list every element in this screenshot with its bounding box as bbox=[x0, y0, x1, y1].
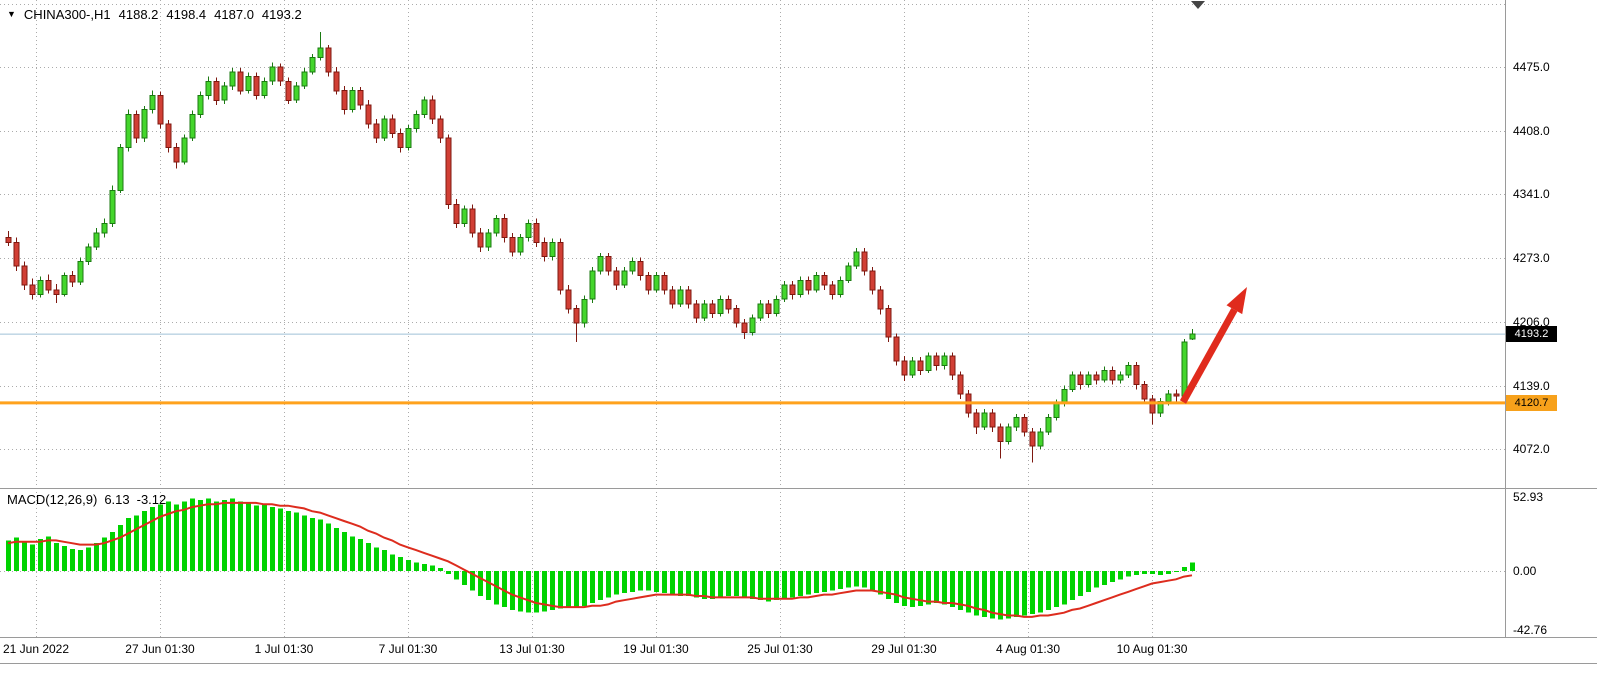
price-axis-label: 4408.0 bbox=[1513, 123, 1550, 138]
chart-menu-arrow-icon[interactable]: ▼ bbox=[7, 9, 16, 19]
macd-signal-line bbox=[7, 501, 1193, 618]
price-axis[interactable]: 4475.0 4408.0 4341.0 4273.0 4206.0 4139.0 4072… bbox=[1508, 0, 1596, 663]
ohlc-close: 4193.2 bbox=[261, 7, 302, 22]
trend-arrow-head[interactable] bbox=[1226, 287, 1248, 315]
chart-header: ▼ CHINA300-,H1 4188.2 4198.4 4187.0 4193… bbox=[7, 7, 302, 22]
macd-main-value: 6.13 bbox=[104, 492, 130, 507]
price-axis-label: 4206.0 bbox=[1513, 315, 1550, 329]
candlesticks bbox=[5, 32, 1196, 463]
macd-axis-label: 0.00 bbox=[1513, 564, 1537, 578]
price-axis-label: 4475.0 bbox=[1513, 60, 1550, 75]
time-axis-label: 7 Jul 01:30 bbox=[378, 642, 438, 656]
time-axis-label: 29 Jul 01:30 bbox=[871, 642, 937, 656]
time-axis-label: 10 Aug 01:30 bbox=[1116, 642, 1188, 656]
price-axis-label: 4273.0 bbox=[1513, 251, 1550, 266]
chart-shift-marker-icon[interactable] bbox=[1191, 1, 1205, 9]
macd-histogram bbox=[6, 498, 1195, 620]
price-axis-label: 4341.0 bbox=[1513, 187, 1550, 202]
ohlc-high: 4198.4 bbox=[166, 7, 207, 22]
macd-header: MACD(12,26,9) 6.13 -3.12 bbox=[7, 492, 166, 507]
price-axis-label: 4072.0 bbox=[1513, 442, 1550, 456]
symbol-period-label: CHINA300-,H1 bbox=[23, 7, 111, 22]
time-axis-label: 19 Jul 01:30 bbox=[623, 642, 689, 656]
ohlc-low: 4187.0 bbox=[214, 7, 254, 22]
macd-axis-label: 52.93 bbox=[1513, 490, 1544, 505]
time-axis-label: 25 Jul 01:30 bbox=[747, 642, 813, 656]
macd-label: MACD(12,26,9) bbox=[7, 492, 98, 507]
current-price-tag: 4193.2 bbox=[1506, 326, 1557, 343]
hline-price-tag: 4120.7 bbox=[1506, 394, 1557, 411]
time-axis-label: 1 Jul 01:30 bbox=[254, 642, 314, 656]
ohlc-open: 4188.2 bbox=[118, 7, 159, 22]
time-axis-label: 13 Jul 01:30 bbox=[499, 642, 565, 656]
time-axis-label: 27 Jun 01:30 bbox=[125, 642, 195, 656]
time-axis-label: 21 Jun 2022 bbox=[2, 642, 70, 656]
price-axis-label: 4139.0 bbox=[1513, 378, 1550, 393]
macd-axis-label: -42.76 bbox=[1513, 623, 1548, 638]
time-axis[interactable]: 21 Jun 2022 27 Jun 01:30 1 Jul 01:30 7 Jul … bbox=[0, 640, 1597, 663]
time-axis-label: 4 Aug 01:30 bbox=[995, 642, 1061, 656]
macd-signal-value: -3.12 bbox=[136, 492, 167, 507]
trend-arrow-line[interactable] bbox=[1179, 307, 1238, 404]
